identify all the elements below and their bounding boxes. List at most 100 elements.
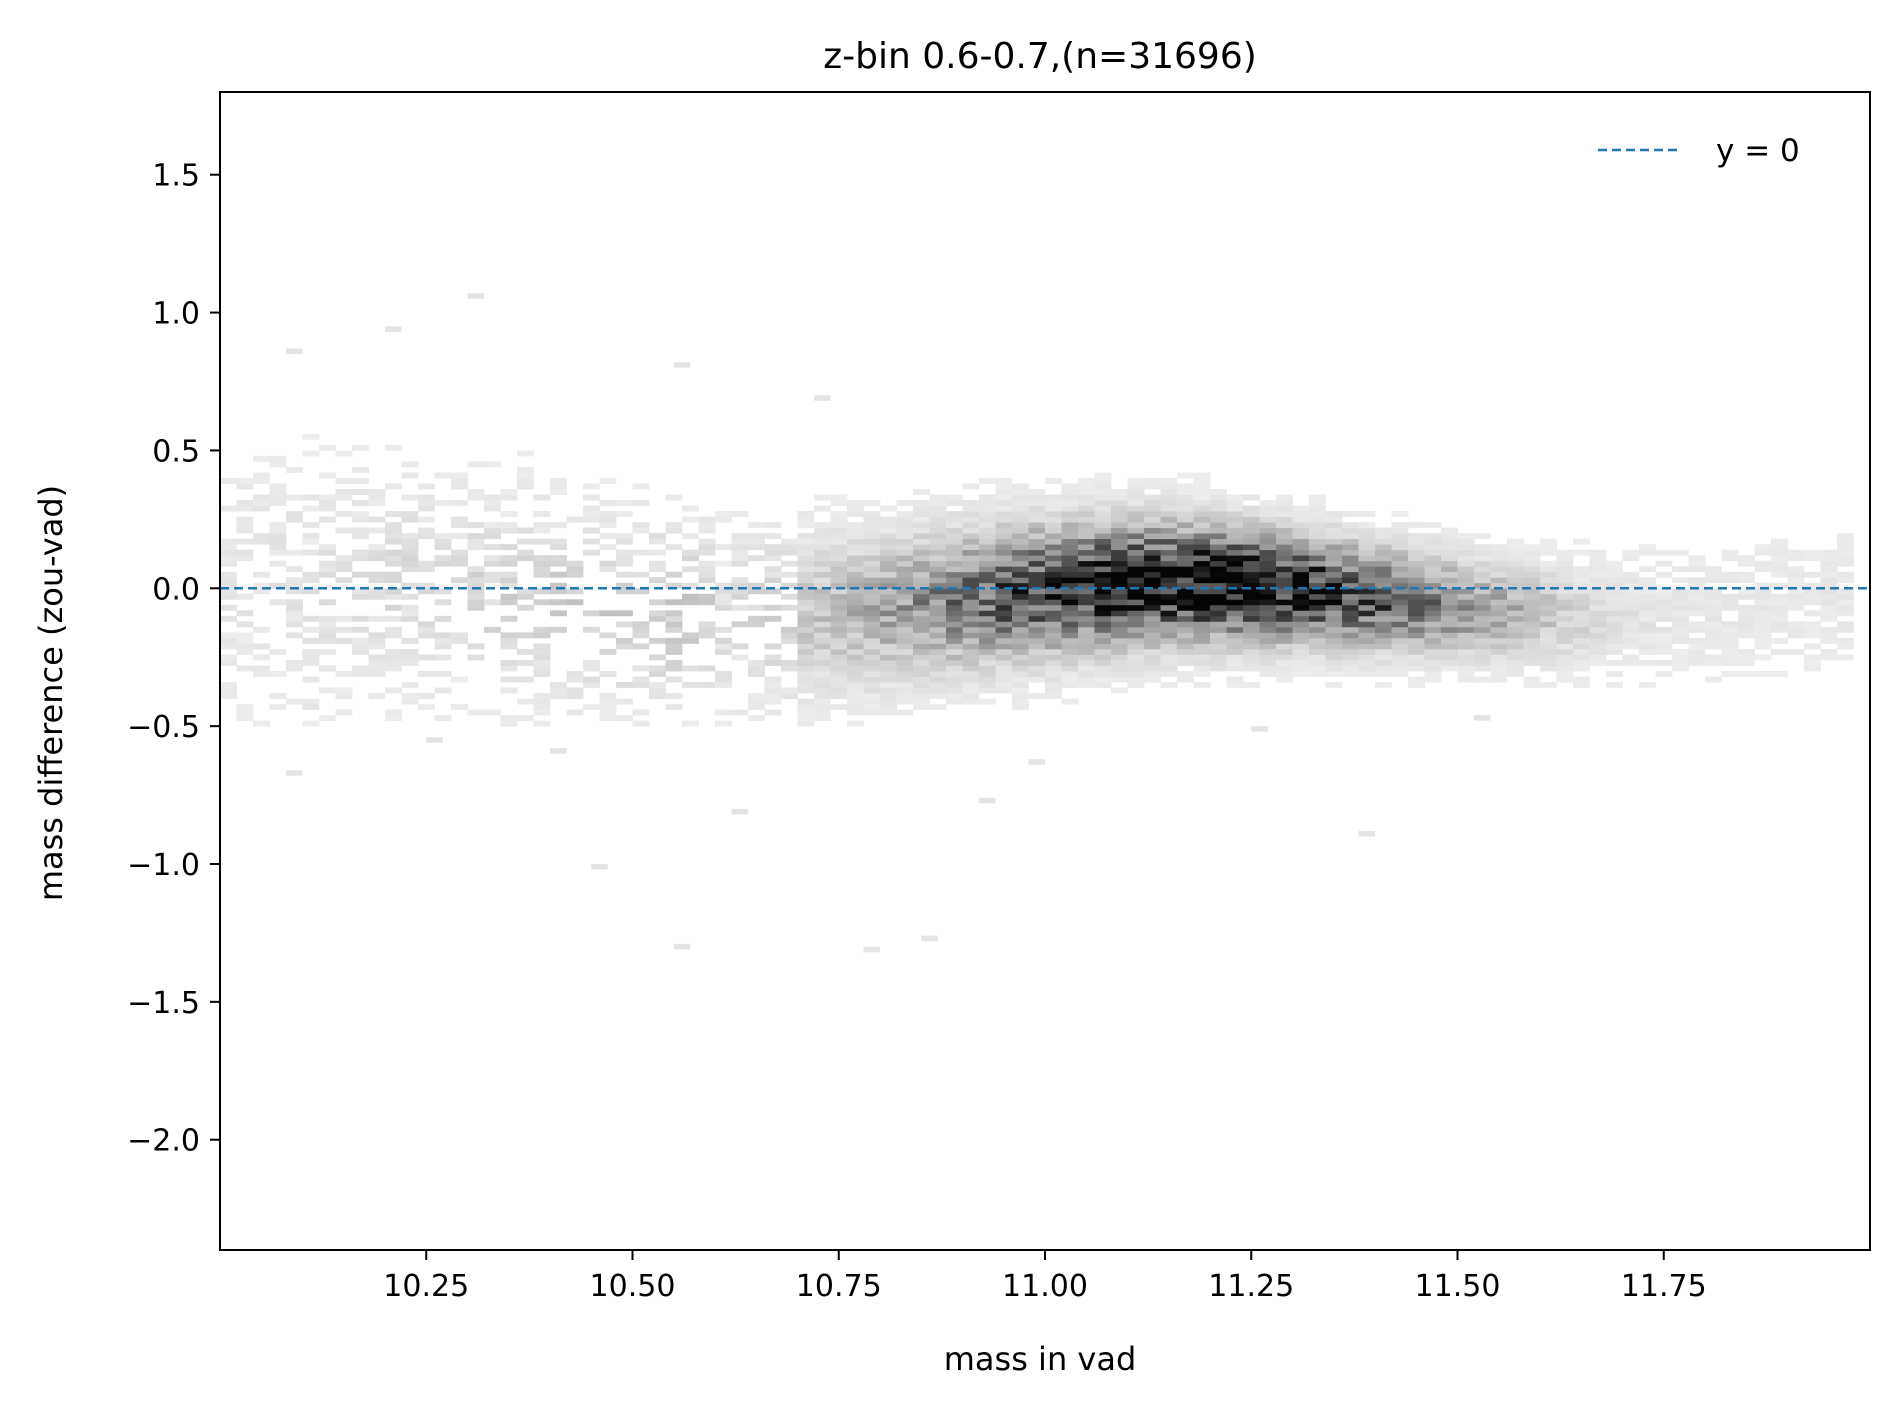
heatmap-cell xyxy=(1292,671,1310,677)
heatmap-cell xyxy=(863,599,881,606)
heatmap-cell xyxy=(1606,604,1623,611)
heatmap-cell xyxy=(1424,593,1442,600)
heatmap-cell xyxy=(1226,555,1244,562)
heatmap-cell xyxy=(1837,533,1854,540)
heatmap-cell xyxy=(401,560,419,567)
heatmap-cell xyxy=(1655,571,1673,578)
heatmap-cell xyxy=(1193,665,1211,672)
heatmap-cell xyxy=(1804,626,1821,633)
heatmap-cell xyxy=(1705,637,1722,644)
heatmap-cell xyxy=(1391,544,1409,551)
heatmap-cell xyxy=(236,643,254,650)
heatmap-cell xyxy=(830,676,848,683)
heatmap-cell xyxy=(368,632,386,639)
heatmap-cell xyxy=(352,444,369,451)
heatmap-cell xyxy=(1193,615,1211,622)
heatmap-cell xyxy=(1193,560,1211,567)
heatmap-cell xyxy=(533,648,551,655)
heatmap-outlier-cell xyxy=(1474,715,1491,721)
heatmap-cell xyxy=(352,555,369,562)
heatmap-cell xyxy=(715,516,732,523)
heatmap-cell xyxy=(1490,593,1508,600)
heatmap-cell xyxy=(1408,643,1425,650)
heatmap-cell xyxy=(1787,588,1805,595)
heatmap-cell xyxy=(1688,648,1706,655)
heatmap-cell xyxy=(1127,544,1145,551)
heatmap-cell xyxy=(847,671,864,677)
heatmap-cell xyxy=(913,505,930,512)
heatmap-cell xyxy=(1787,599,1805,606)
heatmap-cell xyxy=(1672,659,1689,666)
heatmap-cell xyxy=(1028,555,1046,562)
heatmap-cell xyxy=(1457,549,1475,556)
heatmap-cell xyxy=(1573,582,1590,589)
heatmap-cell xyxy=(1226,560,1244,567)
heatmap-cell xyxy=(418,704,435,710)
heatmap-cell xyxy=(1507,604,1524,611)
heatmap-cell xyxy=(1210,621,1227,628)
heatmap-cell xyxy=(1127,527,1145,534)
heatmap-cell xyxy=(979,626,996,633)
heatmap-cell xyxy=(1111,555,1128,562)
heatmap-cell xyxy=(1243,560,1260,567)
heatmap-cell xyxy=(1276,610,1293,617)
heatmap-cell xyxy=(1408,593,1425,600)
heatmap-cell xyxy=(797,648,815,655)
heatmap-cell xyxy=(1193,599,1211,606)
heatmap-cell xyxy=(1111,643,1128,650)
heatmap-cell xyxy=(1705,676,1722,683)
heatmap-cell xyxy=(764,615,782,622)
heatmap-cell xyxy=(1672,610,1689,617)
heatmap-cell xyxy=(1688,588,1706,595)
heatmap-cell xyxy=(1078,478,1095,484)
heatmap-cell xyxy=(1309,566,1326,573)
heatmap-cell xyxy=(715,720,732,727)
heatmap-cell xyxy=(698,538,716,545)
heatmap-cell xyxy=(1688,604,1706,611)
heatmap-cell xyxy=(979,632,996,639)
heatmap-cell xyxy=(1424,665,1442,672)
heatmap-cell xyxy=(1127,643,1145,650)
heatmap-cell xyxy=(1408,577,1425,584)
heatmap-cell xyxy=(962,544,980,551)
heatmap-cell xyxy=(599,511,617,517)
heatmap-cell xyxy=(1556,671,1574,677)
heatmap-cell xyxy=(302,494,320,501)
heatmap-cell xyxy=(764,549,782,556)
heatmap-cell xyxy=(1144,560,1161,567)
heatmap-cell xyxy=(566,516,584,523)
heatmap-cell xyxy=(995,665,1013,672)
heatmap-cell xyxy=(352,500,369,506)
heatmap-cell xyxy=(616,555,633,562)
heatmap-cell xyxy=(1012,483,1029,490)
heatmap-cell xyxy=(1061,511,1079,517)
heatmap-cell xyxy=(1028,527,1046,534)
heatmap-cell xyxy=(583,505,600,512)
heatmap-cell xyxy=(847,698,864,705)
heatmap-cell xyxy=(814,549,831,556)
heatmap-cell xyxy=(1309,527,1326,534)
heatmap-cell xyxy=(1705,654,1722,661)
heatmap-cell xyxy=(1457,637,1475,644)
heatmap-cell xyxy=(1325,682,1343,688)
heatmap-cell xyxy=(418,654,435,661)
heatmap-cell xyxy=(1391,665,1409,672)
heatmap-cell xyxy=(385,632,402,639)
heatmap-cell xyxy=(319,566,336,573)
heatmap-cell xyxy=(1078,560,1095,567)
heatmap-cell xyxy=(1259,659,1277,666)
heatmap-cell xyxy=(401,615,419,622)
heatmap-cell xyxy=(418,671,435,677)
heatmap-cell xyxy=(1259,621,1277,628)
heatmap-cell xyxy=(1160,571,1178,578)
heatmap-cell xyxy=(649,665,666,672)
heatmap-cell xyxy=(682,549,699,556)
heatmap-cell xyxy=(1540,604,1557,611)
heatmap-outlier-cell xyxy=(731,808,748,815)
heatmap-cell xyxy=(1094,577,1112,584)
heatmap-cell xyxy=(962,582,980,589)
heatmap-cell xyxy=(880,654,897,661)
heatmap-cell xyxy=(1276,671,1293,677)
heatmap-cell xyxy=(1292,648,1310,655)
heatmap-cell xyxy=(583,704,600,710)
